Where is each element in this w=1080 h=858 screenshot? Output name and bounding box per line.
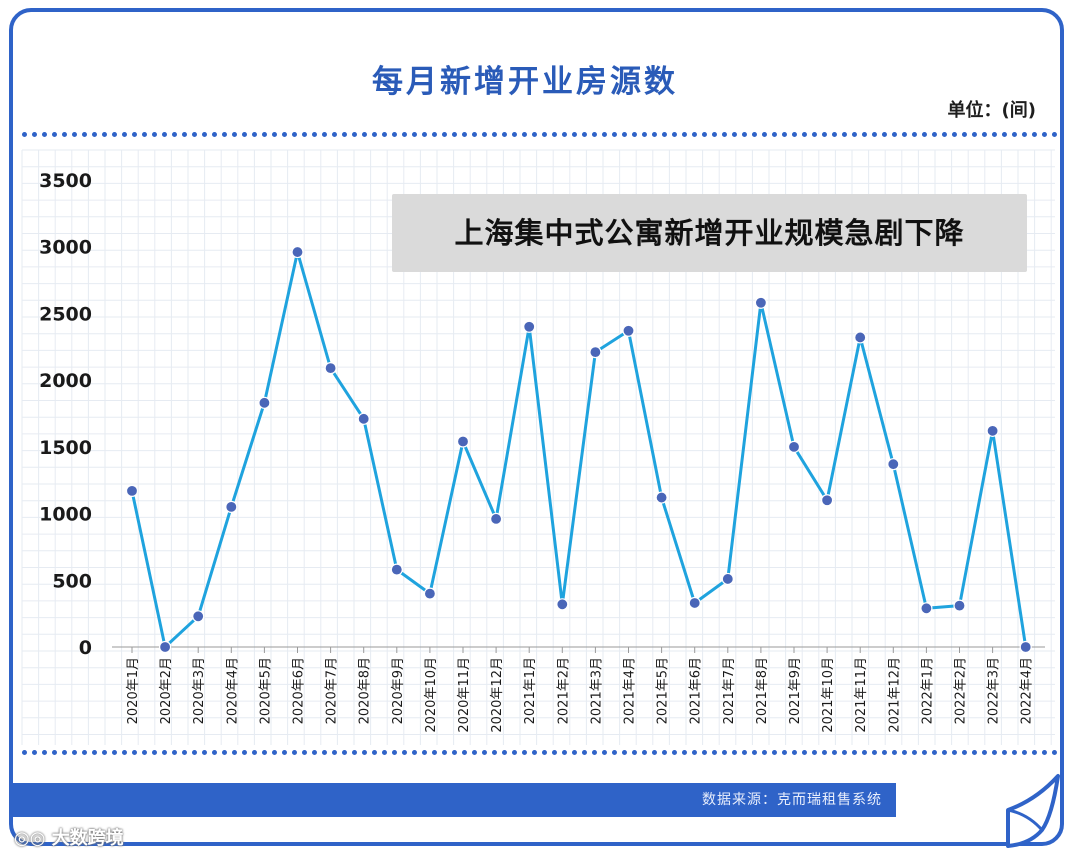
data-point: [688, 596, 701, 610]
data-point: [986, 424, 999, 437]
data-point: [490, 512, 503, 526]
data-point: [291, 245, 304, 259]
data-point: [721, 572, 734, 586]
x-tick-label: 2021年3月: [589, 657, 604, 724]
series-points: [125, 245, 1032, 654]
data-point: [456, 435, 470, 448]
data-point: [159, 640, 172, 654]
page-curl-icon: [1006, 774, 1060, 848]
watermark-text: 大数跨境: [51, 828, 124, 849]
chart-title: 每月新增开业房源数: [372, 64, 678, 100]
data-point: [225, 500, 238, 513]
x-tick-label: 2021年11月: [854, 657, 869, 733]
data-point: [125, 484, 139, 497]
y-tick-label: 0: [79, 637, 92, 659]
x-tick-label: 2021年7月: [722, 657, 737, 724]
data-point: [324, 362, 337, 375]
data-point: [1019, 640, 1032, 654]
data-point: [820, 494, 834, 507]
x-tick-label: 2020年5月: [258, 657, 273, 724]
data-point: [258, 396, 271, 409]
x-tick-label: 2020年9月: [391, 657, 406, 724]
x-tick-label: 2021年6月: [689, 657, 704, 724]
y-tick-label: 1000: [39, 504, 92, 526]
x-tick-label: 2020年10月: [424, 657, 439, 733]
data-point: [357, 412, 370, 425]
watermark-icon: ◎◎: [14, 828, 52, 849]
x-tick-label: 2021年5月: [656, 657, 671, 724]
x-tick-label: 2022年3月: [987, 657, 1002, 724]
subtitle-banner: 上海集中式公寓新增开业规模急剧下降: [392, 194, 1027, 272]
source-bar: 数据来源：克而瑞租售系统: [12, 783, 896, 817]
x-tick-label: 2020年8月: [358, 657, 373, 724]
data-point: [423, 587, 436, 600]
x-tick-label: 2021年9月: [788, 657, 803, 724]
data-source: 数据来源：克而瑞租售系统: [702, 792, 882, 808]
data-point: [556, 598, 569, 611]
x-tick-label: 2021年2月: [556, 657, 571, 724]
x-tick-label: 2021年4月: [623, 657, 638, 724]
data-point: [854, 331, 867, 344]
x-tick-label: 2022年4月: [1020, 657, 1035, 724]
data-point: [192, 610, 205, 623]
dotted-divider-top: [22, 132, 1058, 137]
dotted-divider-bottom: [22, 750, 1058, 755]
data-point: [787, 440, 801, 453]
data-point: [887, 458, 900, 471]
data-point: [754, 296, 768, 309]
watermark-logo: ◎◎ 大数跨境: [14, 824, 124, 850]
data-point: [622, 324, 635, 337]
data-point: [589, 346, 602, 359]
y-tick-label: 500: [52, 570, 92, 592]
x-tick-label: 2020年1月: [126, 657, 141, 724]
data-point: [953, 599, 966, 612]
data-point: [523, 320, 536, 333]
x-tick-label: 2022年1月: [920, 657, 935, 724]
axes: 0 500 1000 1500 2000 2500 3000 3500 2020年1月 2020年…: [39, 170, 1045, 733]
data-point: [655, 491, 668, 504]
y-tick-label: 3000: [39, 237, 92, 259]
x-tick-label: 2021年8月: [755, 657, 770, 724]
x-tick-label: 2022年2月: [954, 657, 969, 724]
series-line-layer: [130, 250, 1028, 649]
series-line: [130, 250, 1028, 649]
y-tick-label: 3500: [39, 170, 92, 192]
x-tick-label: 2020年12月: [490, 657, 505, 733]
x-tick-label: 2020年4月: [225, 657, 240, 724]
data-point: [390, 563, 403, 576]
y-tick-label: 2000: [39, 370, 92, 392]
y-tick-label: 1500: [39, 437, 92, 459]
x-tick-label: 2020年2月: [159, 657, 174, 724]
y-tick-label: 2500: [39, 303, 92, 325]
x-tick-label: 2020年11月: [457, 657, 472, 733]
chart-subtitle: 上海集中式公寓新增开业规模急剧下降: [454, 216, 965, 250]
x-tick-label: 2021年1月: [523, 657, 538, 724]
unit-label: 单位：(间): [947, 100, 1036, 121]
x-tick-label: 2021年10月: [821, 657, 836, 733]
x-tick-label: 2020年6月: [292, 657, 307, 724]
data-point: [920, 602, 933, 615]
x-tick-label: 2020年7月: [325, 657, 340, 724]
x-tick-label: 2021年12月: [887, 657, 902, 733]
x-tick-label: 2020年3月: [192, 657, 207, 724]
